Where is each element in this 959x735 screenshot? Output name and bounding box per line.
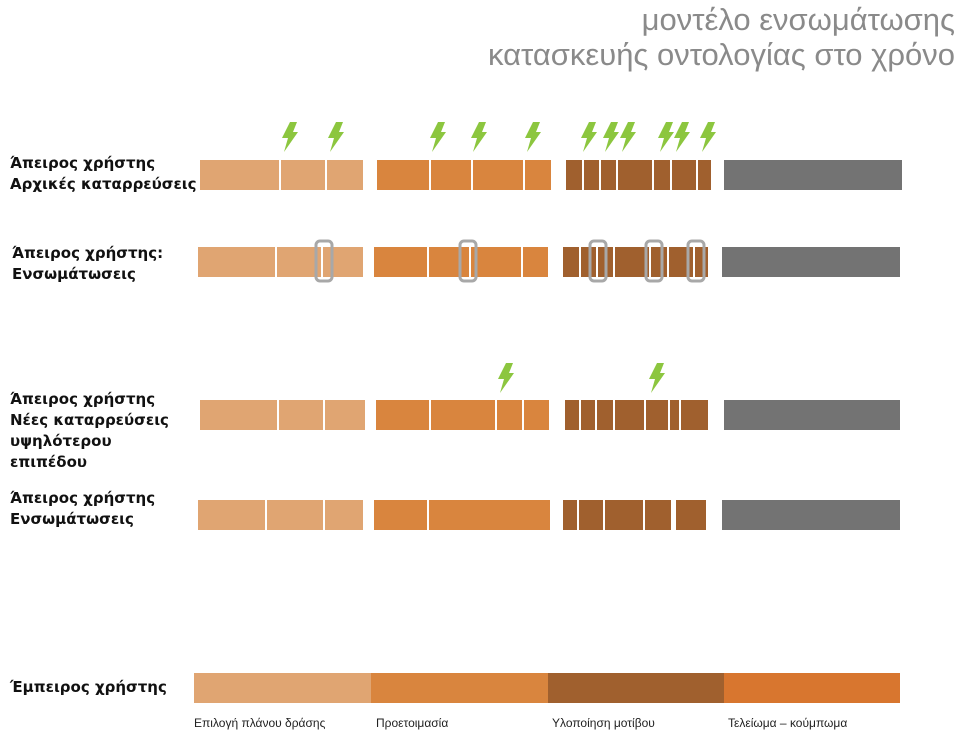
phase-bar-pattern-implementation bbox=[565, 400, 708, 430]
lightning-bolt-icon bbox=[525, 122, 541, 152]
title-line-1: μοντέλο ενσωμάτωσης bbox=[641, 2, 955, 37]
phase-bar-pattern-implementation bbox=[563, 500, 671, 530]
lightning-bolt-icon bbox=[620, 122, 636, 152]
phase-bar-preparation bbox=[377, 160, 551, 190]
clamp-icon bbox=[588, 239, 608, 283]
phase-bar-plan-selection bbox=[194, 673, 371, 703]
row-label-line: Αρχικές καταρρεύσεις bbox=[10, 175, 197, 193]
row-label-line: Άπειρος χρήστης: bbox=[12, 244, 164, 262]
phase-bar-pattern-implementation-end bbox=[676, 500, 706, 530]
lightning-bolt-icon bbox=[649, 363, 665, 393]
clamp-icon bbox=[644, 239, 664, 283]
row-label-line: Άπειρος χρήστης bbox=[10, 489, 156, 507]
clamp-icon bbox=[314, 239, 334, 283]
row-label-line: Ενσωμάτωσεις bbox=[12, 265, 136, 283]
row-label-expert-user: Έμπειρος χρήστης bbox=[10, 677, 167, 698]
phase-bar-pattern-implementation bbox=[548, 673, 724, 703]
row-label-line: επιπέδου bbox=[10, 453, 88, 471]
phase-bar-finishing bbox=[724, 160, 902, 190]
lightning-bolt-icon bbox=[674, 122, 690, 152]
lightning-bolt-icon bbox=[700, 122, 716, 152]
phase-label-plan-selection: Επιλογή πλάνου δράσης bbox=[194, 716, 326, 730]
lightning-bolt-icon bbox=[658, 122, 674, 152]
phase-bar-finishing bbox=[722, 247, 900, 277]
phase-label-preparation: Προετοιμασία bbox=[376, 716, 449, 730]
phase-bar-finishing bbox=[722, 500, 900, 530]
phase-bar-pattern-implementation bbox=[563, 247, 708, 277]
phase-label-pattern-implementation: Υλοποίηση μοτίβου bbox=[552, 716, 655, 730]
title-line-2: κατασκευής οντολογίας στο χρόνο bbox=[488, 37, 955, 72]
clamp-icon bbox=[686, 239, 706, 283]
phase-bar-plan-selection bbox=[198, 500, 363, 530]
phase-label-finishing: Τελείωμα – κούμπωμα bbox=[728, 716, 848, 730]
row-label-integrations-2: Άπειρος χρήστης Ενσωμάτωσεις bbox=[10, 488, 155, 530]
phase-bar-finishing bbox=[724, 400, 900, 430]
lightning-bolt-icon bbox=[603, 122, 619, 152]
lightning-bolt-icon bbox=[498, 363, 514, 393]
row-label-line: Νέες καταρρεύσεις bbox=[10, 411, 169, 429]
lightning-bolt-icon bbox=[282, 122, 298, 152]
row-label-line: Έμπειρος χρήστης bbox=[10, 678, 167, 696]
lightning-bolt-icon bbox=[430, 122, 446, 152]
row-label-line: υψηλότερου bbox=[10, 432, 112, 450]
row-label-new-breakdowns: Άπειρος χρήστης Νέες καταρρεύσεις υψηλότ… bbox=[10, 389, 169, 473]
phase-bar-plan-selection bbox=[200, 160, 363, 190]
phase-bar-pattern-implementation bbox=[566, 160, 711, 190]
lightning-bolt-icon bbox=[581, 122, 597, 152]
phase-bar-plan-selection bbox=[200, 400, 365, 430]
phase-bar-preparation bbox=[374, 500, 550, 530]
phase-bar-preparation bbox=[376, 400, 549, 430]
row-label-integrations-1: Άπειρος χρήστης: Ενσωμάτωσεις bbox=[12, 243, 163, 285]
row-label-line: Ενσωμάτωσεις bbox=[10, 510, 134, 528]
phase-bar-plan-selection bbox=[198, 247, 363, 277]
lightning-bolt-icon bbox=[328, 122, 344, 152]
lightning-bolt-icon bbox=[471, 122, 487, 152]
row-label-line: Άπειρος χρήστης bbox=[10, 154, 156, 172]
diagram-title: μοντέλο ενσωμάτωσης κατασκευής οντολογία… bbox=[488, 2, 955, 72]
phase-bar-preparation bbox=[371, 673, 548, 703]
row-label-line: Άπειρος χρήστης bbox=[10, 390, 156, 408]
phase-bar-finishing bbox=[724, 673, 900, 703]
clamp-icon bbox=[458, 239, 478, 283]
row-label-initial-breakdowns: Άπειρος χρήστης Αρχικές καταρρεύσεις bbox=[10, 153, 197, 195]
